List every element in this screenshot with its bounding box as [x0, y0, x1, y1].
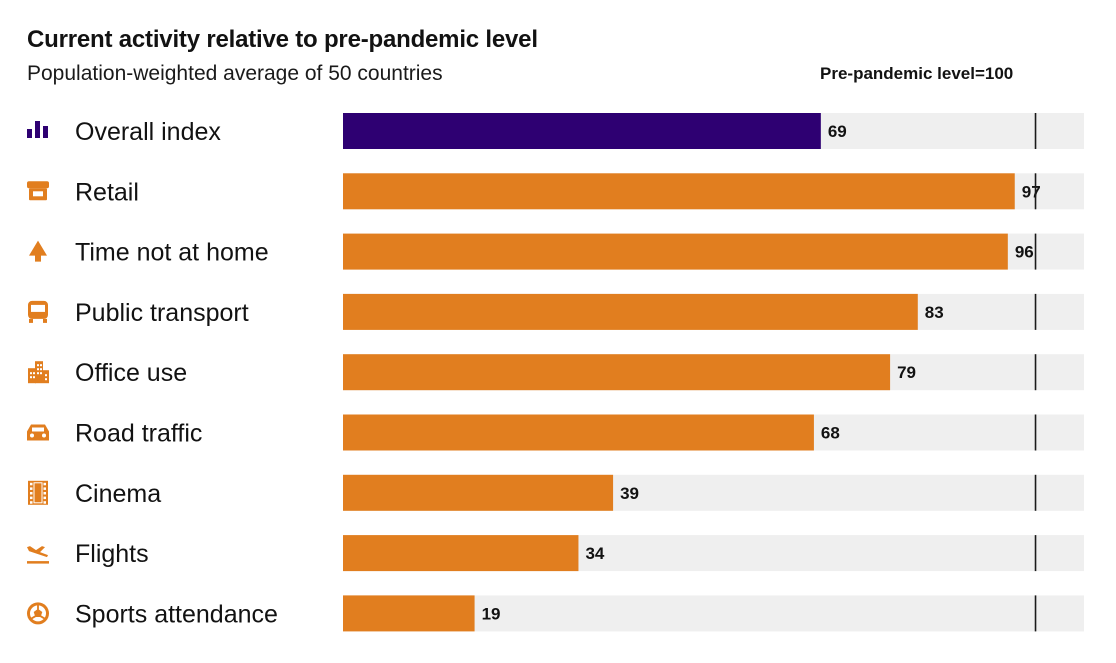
bar-row: Cinema 39 — [28, 474, 1084, 511]
bar — [343, 113, 821, 149]
category-label: Flights — [75, 540, 149, 568]
value-label: 79 — [897, 363, 916, 382]
value-label: 96 — [1015, 243, 1034, 262]
category-label: Time not at home — [75, 239, 269, 267]
value-label: 34 — [585, 544, 604, 563]
bar — [343, 414, 814, 451]
tree-icon — [29, 240, 47, 262]
bar-row: Road traffic 68 — [27, 414, 1084, 451]
bar — [343, 535, 579, 572]
bar — [343, 474, 614, 511]
bar-chart-icon — [27, 121, 48, 138]
bar-row: Flights 34 — [27, 535, 1084, 572]
bar-row: Overall index 69 — [27, 113, 1084, 149]
value-label: 39 — [620, 484, 639, 503]
category-label: Cinema — [75, 480, 161, 508]
plane-landing-icon — [27, 546, 49, 564]
bar-row: Public transport 83 — [28, 293, 1084, 330]
value-label: 83 — [925, 303, 944, 322]
category-label: Office use — [75, 359, 187, 387]
category-label: Sports attendance — [75, 600, 278, 628]
bar-row: Time not at home 96 — [29, 233, 1084, 270]
bar — [343, 293, 918, 330]
category-label: Road traffic — [75, 420, 202, 448]
film-icon — [28, 480, 48, 505]
bar — [343, 595, 475, 632]
bus-icon — [28, 300, 48, 323]
value-label: 97 — [1022, 182, 1041, 201]
car-icon — [27, 424, 49, 441]
storefront-icon — [27, 181, 49, 201]
bar — [343, 354, 891, 391]
category-label: Overall index — [75, 118, 221, 146]
bar-row: Sports attendance 19 — [27, 595, 1084, 632]
bar — [343, 173, 1015, 210]
chart-title: Current activity relative to pre-pandemi… — [27, 26, 538, 53]
bar-row: Office use 79 — [28, 354, 1084, 391]
football-icon — [27, 602, 49, 625]
office-building-icon — [28, 361, 49, 384]
category-label: Public transport — [75, 299, 249, 327]
value-label: 69 — [828, 122, 847, 141]
reference-label: Pre-pandemic level=100 — [820, 64, 1014, 83]
bar — [343, 233, 1008, 270]
bar-row: Retail 97 — [27, 173, 1084, 210]
value-label: 68 — [821, 424, 840, 443]
category-label: Retail — [75, 178, 139, 206]
chart-subtitle: Population-weighted average of 50 countr… — [27, 62, 443, 85]
value-label: 19 — [482, 604, 501, 623]
